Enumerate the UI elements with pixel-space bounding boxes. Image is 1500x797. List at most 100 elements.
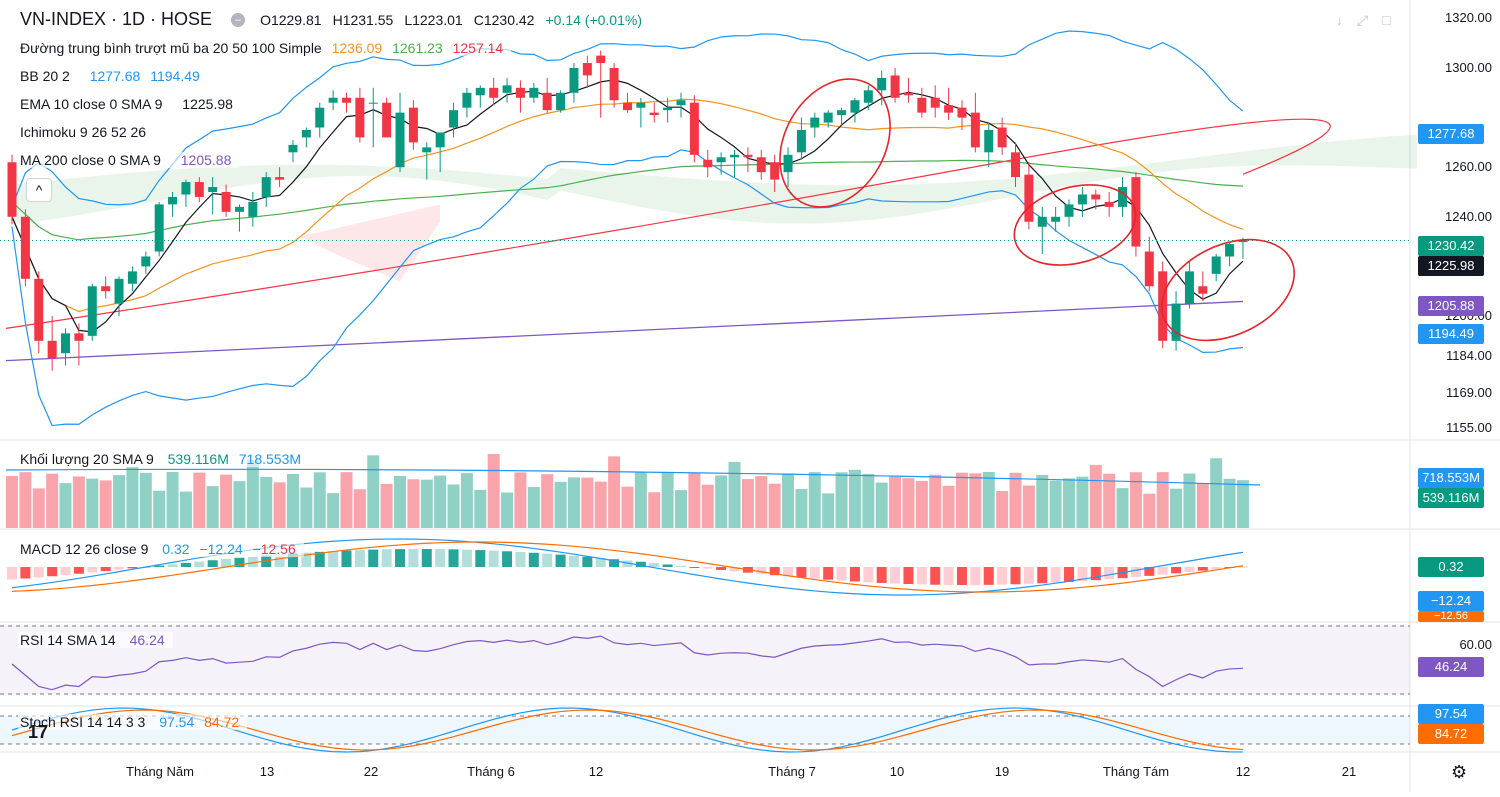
candle-body — [850, 100, 860, 113]
volume-bar — [982, 472, 995, 528]
candle-body — [475, 87, 485, 96]
badge-macd-signal: −12.24 — [1418, 591, 1484, 611]
macd-histogram-bar — [475, 550, 486, 567]
date-label: 19 — [994, 764, 1010, 779]
bb-upper-line — [11, 30, 1244, 208]
volume-bar — [153, 490, 166, 528]
date-label: 13 — [259, 764, 275, 779]
macd-histogram-bar — [73, 567, 84, 574]
badge-volume-sma: 718.553M — [1418, 468, 1484, 488]
macd-histogram-bar — [1064, 567, 1075, 582]
macd-histogram-bar — [368, 549, 379, 567]
volume-bar — [1022, 485, 1035, 528]
candle-body — [542, 92, 552, 111]
candle-body — [248, 201, 258, 217]
candle-body — [301, 130, 311, 138]
tradingview-logo[interactable]: 17 — [28, 722, 49, 742]
badge-macd: 0.32 — [1418, 557, 1484, 577]
volume-bar — [715, 475, 728, 528]
volume-bar — [273, 482, 286, 528]
macd-histogram-bar — [863, 567, 874, 583]
candle-body — [74, 333, 84, 341]
macd-histogram-bar — [595, 557, 606, 567]
candle-body — [20, 216, 30, 279]
macd-histogram-bar — [221, 558, 232, 567]
rsi-line — [11, 635, 1243, 691]
volume-bar — [380, 483, 393, 528]
macd-histogram-bar — [1037, 567, 1048, 584]
volume-bar — [353, 489, 366, 528]
macd-histogram-bar — [649, 563, 660, 567]
volume-bar — [969, 473, 982, 528]
candle-body — [275, 177, 285, 180]
volume-bar — [675, 490, 687, 528]
volume-bar — [1210, 458, 1223, 528]
volume-bar — [19, 472, 32, 528]
macd-histogram-bar — [461, 549, 472, 567]
move-down-icon[interactable]: ↓ — [1336, 12, 1357, 28]
candle-body — [810, 117, 820, 128]
macd-histogram-bar — [421, 549, 432, 567]
candle-body — [569, 68, 579, 93]
badge-ema10: 1225.98 — [1418, 256, 1484, 276]
macd-histogram-bar — [849, 567, 860, 582]
badge-volume: 539.116M — [1418, 488, 1484, 508]
macd-histogram-bar — [194, 561, 205, 567]
volume-bar — [59, 483, 72, 528]
badge-stoch-d: 84.72 — [1418, 724, 1484, 744]
candle-body — [890, 75, 900, 98]
macd-histogram-bar — [1237, 566, 1248, 568]
rsi-band — [0, 626, 1410, 694]
volume-bar — [1036, 474, 1049, 528]
candle-body — [1051, 216, 1061, 222]
volume-bar — [327, 493, 340, 528]
macd-histogram-bar — [689, 567, 700, 568]
volume-bar — [1183, 473, 1196, 528]
macd-histogram-bar — [1211, 567, 1222, 570]
fullscreen-icon[interactable]: □ — [1382, 12, 1405, 28]
macd-histogram-bar — [528, 552, 539, 567]
volume-bar — [848, 469, 861, 528]
candle-body — [1198, 286, 1208, 294]
macd-histogram-bar — [836, 567, 847, 581]
candle-body — [689, 102, 699, 155]
macd-histogram-bar — [783, 567, 794, 577]
volume-bar — [32, 488, 45, 528]
candle-body — [114, 278, 124, 304]
volume-bar — [434, 475, 447, 528]
volume-bar — [621, 486, 634, 528]
volume-bar — [862, 473, 875, 528]
volume-bar — [86, 478, 99, 528]
annotation-circle — [779, 78, 891, 208]
candle-body — [101, 286, 111, 292]
volume-bar — [889, 476, 902, 528]
macd-histogram-bar — [20, 567, 31, 579]
volume-bar — [1116, 488, 1129, 528]
stoch-band — [0, 716, 1410, 744]
volume-bar — [1170, 488, 1183, 528]
settings-gear-icon[interactable]: ⚙ — [1451, 762, 1468, 782]
ichimoku-cloud — [12, 134, 1417, 225]
candle-body — [997, 127, 1007, 148]
collapse-legend-button[interactable]: ^ — [26, 178, 52, 202]
pane-toolbar[interactable]: ↓⤢□ — [1336, 12, 1405, 29]
candle-body — [1064, 204, 1074, 217]
candle-body — [127, 271, 137, 284]
badge-bb-lower: 1194.49 — [1418, 324, 1484, 344]
macd-histogram-bar — [716, 567, 727, 570]
macd-histogram-bar — [1171, 567, 1182, 574]
macd-histogram-bar — [1104, 567, 1115, 580]
macd-histogram-bar — [1144, 567, 1155, 576]
candle-body — [649, 112, 659, 116]
candle-body — [877, 77, 887, 91]
volume-bar — [541, 474, 554, 528]
volume-bar — [1129, 472, 1142, 528]
volume-bar — [822, 493, 835, 528]
macd-histogram-bar — [341, 550, 352, 567]
maximize-icon[interactable]: ⤢ — [1357, 12, 1383, 28]
candle-body — [1024, 174, 1034, 222]
volume-bar — [193, 472, 206, 528]
volume-bar — [394, 475, 407, 528]
